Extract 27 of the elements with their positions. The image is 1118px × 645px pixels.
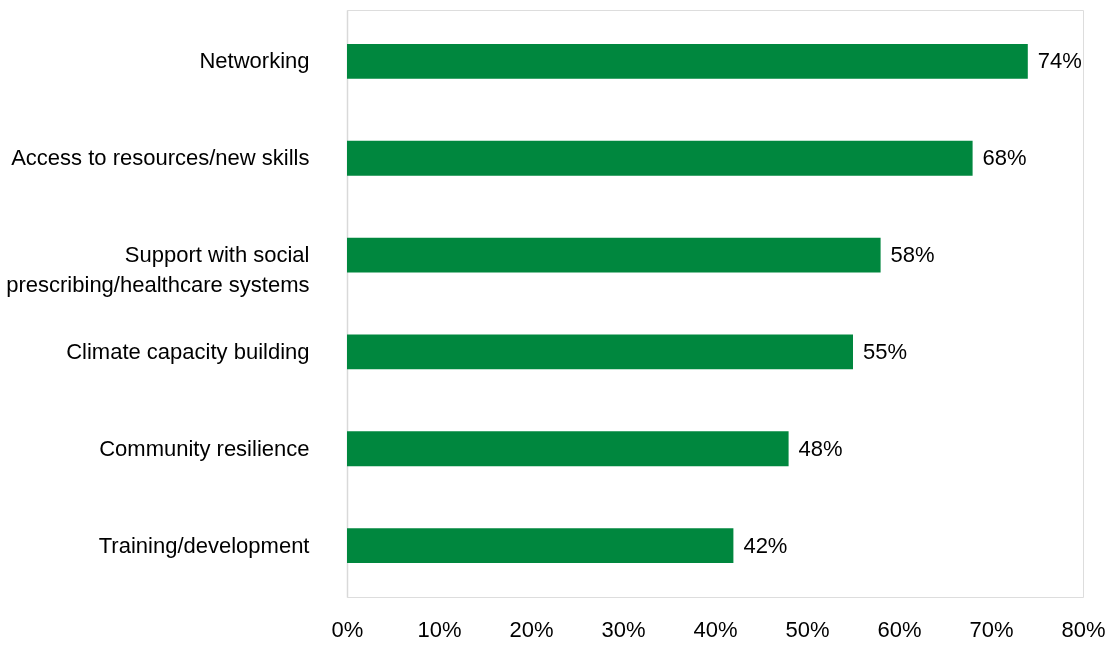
y-tick-label: Community resilience (99, 435, 310, 461)
bar (347, 528, 734, 564)
data-label: 55% (863, 338, 908, 364)
y-tick-label: Networking (199, 48, 310, 74)
y-tick-label: Support with social prescribing/healthcare systems (6, 242, 310, 298)
data-label: 48% (798, 435, 843, 461)
x-tick-label: 40% (693, 616, 738, 642)
bar (347, 43, 1028, 79)
x-tick-label: 70% (969, 616, 1014, 642)
x-tick-label: 80% (1061, 616, 1106, 642)
data-label: 68% (982, 145, 1027, 171)
bar (347, 237, 881, 273)
x-tick-label: 50% (785, 616, 830, 642)
x-tick-label: 20% (509, 616, 554, 642)
x-tick-label: 30% (601, 616, 646, 642)
data-label: 42% (743, 532, 788, 558)
x-tick-label: 10% (417, 616, 462, 642)
bar (347, 140, 973, 176)
bar (347, 334, 853, 370)
x-tick-label: 60% (877, 616, 922, 642)
x-tick-label: 0% (331, 616, 364, 642)
data-label: 58% (890, 242, 935, 268)
y-tick-label: Access to resources/new skills (11, 145, 310, 171)
bar (347, 431, 789, 467)
y-tick-label: Climate capacity building (66, 338, 310, 364)
data-label: 74% (1037, 48, 1082, 74)
y-tick-label: Training/development (98, 532, 310, 558)
